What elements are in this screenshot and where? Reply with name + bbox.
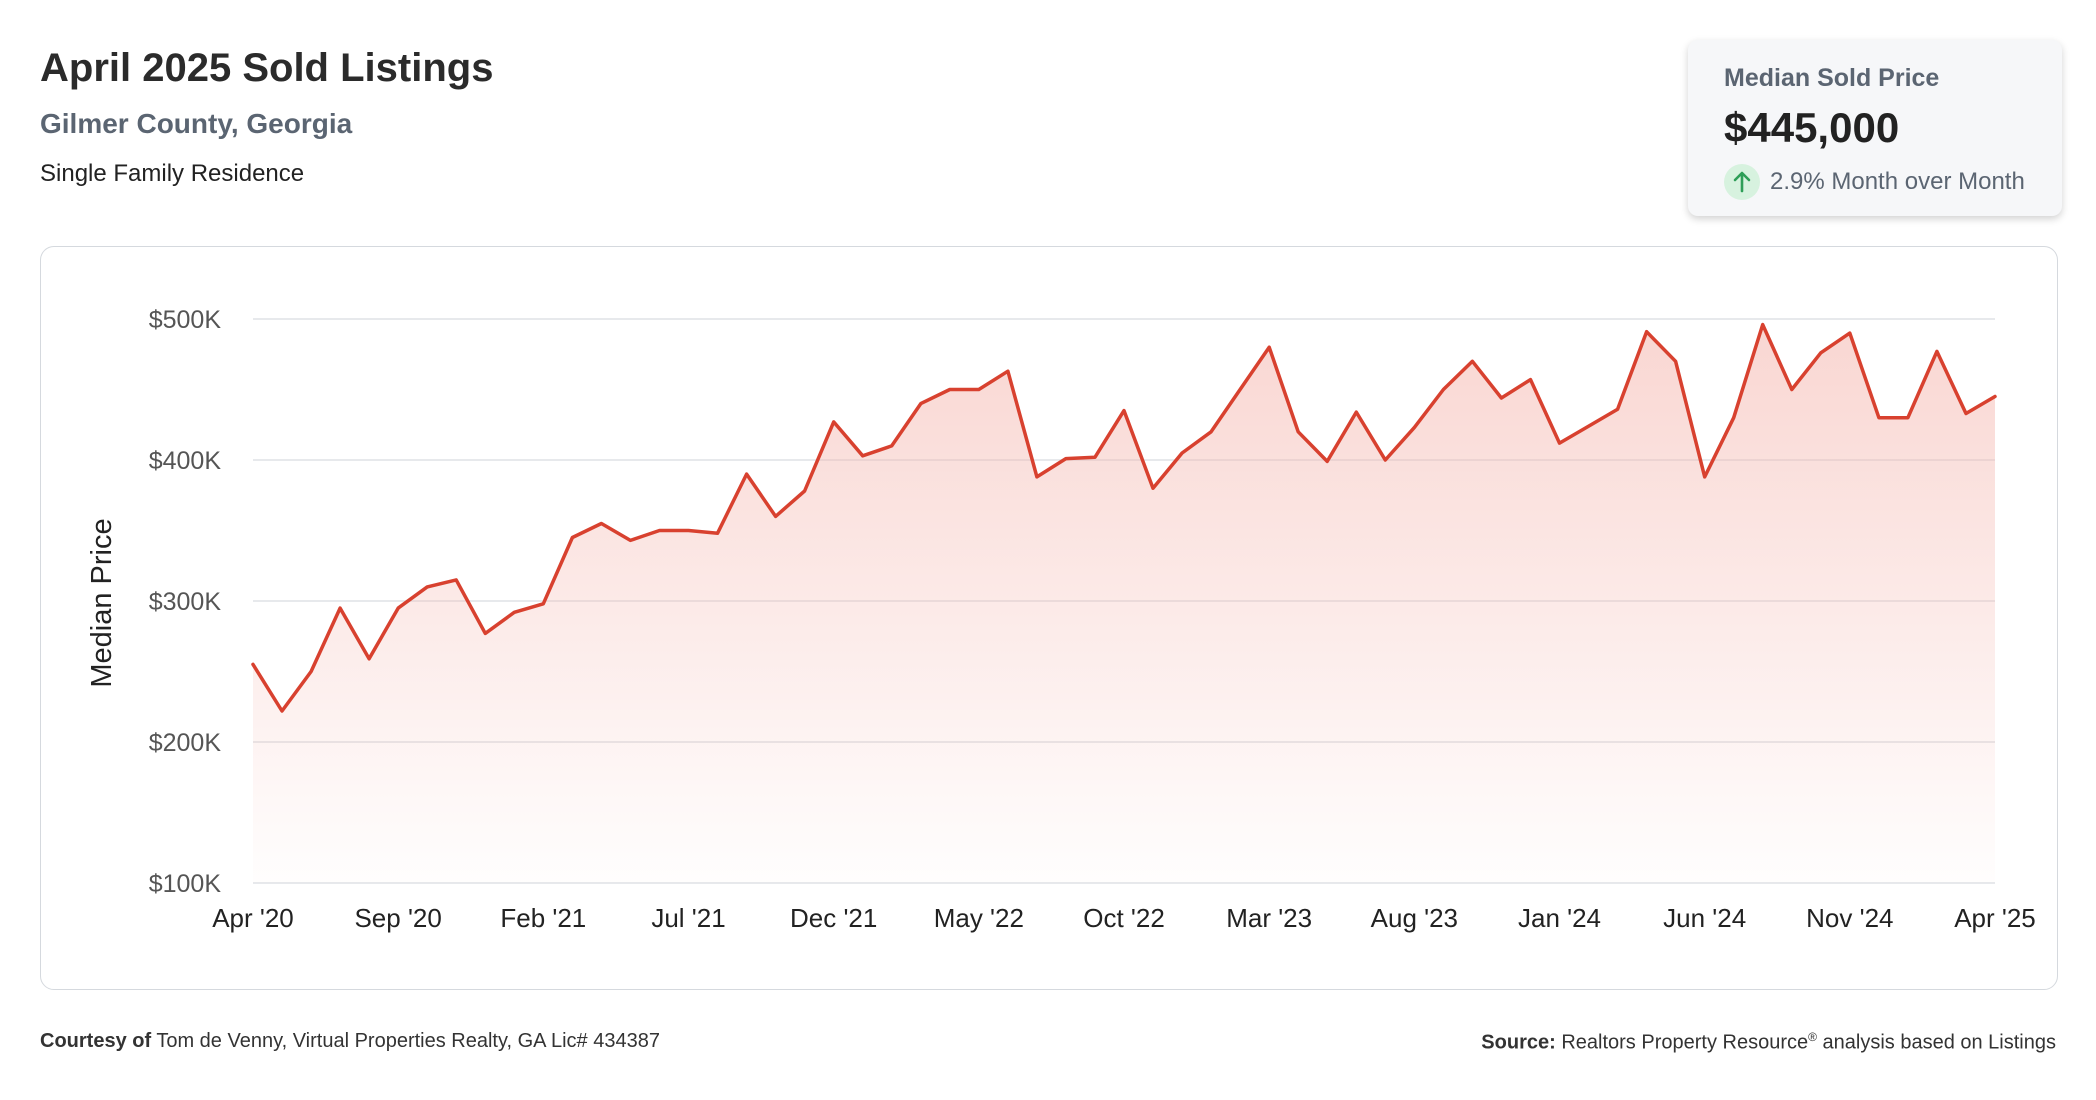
source-footer: Source: Realtors Property Resource® anal… [1481, 1030, 2056, 1055]
courtesy-label: Courtesy of [40, 1030, 152, 1052]
y-tick-label: $500K [149, 306, 222, 334]
y-tick-label: $300K [149, 588, 222, 616]
price-area-fill [253, 324, 1995, 884]
courtesy-footer: Courtesy of Tom de Venny, Virtual Proper… [40, 1030, 660, 1053]
x-tick-label: Dec '21 [790, 903, 877, 933]
x-tick-label: Mar '23 [1226, 903, 1312, 933]
x-tick-label: Oct '22 [1083, 903, 1165, 933]
source-text-post: analysis based on Listings [1816, 1031, 2057, 1054]
location-subtitle: Gilmer County, Georgia [40, 108, 353, 139]
registered-mark: ® [1808, 1030, 1817, 1044]
courtesy-text: Tom de Venny, Virtual Properties Realty,… [156, 1030, 660, 1052]
x-tick-label: Apr '20 [212, 903, 294, 933]
page-title: April 2025 Sold Listings [40, 46, 494, 90]
y-axis-label: Median Price [86, 518, 118, 687]
x-tick-label: Aug '23 [1371, 903, 1458, 933]
median-price-chart: $100K $200K $300K $400K $500K Apr '20 Sep '20… [86, 306, 2036, 933]
x-tick-label: Apr '25 [1954, 903, 2036, 933]
kpi-value: $445,000 [1724, 104, 1900, 151]
x-tick-label: May '22 [934, 903, 1024, 933]
source-text: Realtors Property Resource [1561, 1031, 1809, 1054]
x-tick-label: Sep '20 [354, 903, 441, 933]
x-tick-label: Jun '24 [1663, 903, 1746, 933]
kpi-label: Median Sold Price [1724, 64, 1940, 92]
chart-card: $100K $200K $300K $400K $500K Apr '20 Sep '20… [40, 246, 2058, 990]
price-series-line [251, 322, 1997, 713]
arrow-up-icon [1724, 164, 1760, 200]
median-price-card: Median Sold Price $445,000 2.9% Month ov… [1688, 40, 2062, 216]
source-label: Source: [1481, 1031, 1556, 1054]
kpi-change-text: 2.9% Month over Month [1770, 168, 2025, 195]
y-tick-label: $100K [149, 870, 222, 898]
x-tick-label: Feb '21 [500, 903, 586, 933]
y-tick-label: $200K [149, 729, 222, 757]
property-type-label: Single Family Residence [40, 160, 305, 187]
y-tick-label: $400K [149, 447, 222, 475]
x-tick-label: Jul '21 [651, 903, 725, 933]
x-tick-label: Nov '24 [1806, 903, 1893, 933]
x-tick-label: Jan '24 [1518, 903, 1601, 933]
kpi-change: 2.9% Month over Month [1724, 164, 2025, 200]
